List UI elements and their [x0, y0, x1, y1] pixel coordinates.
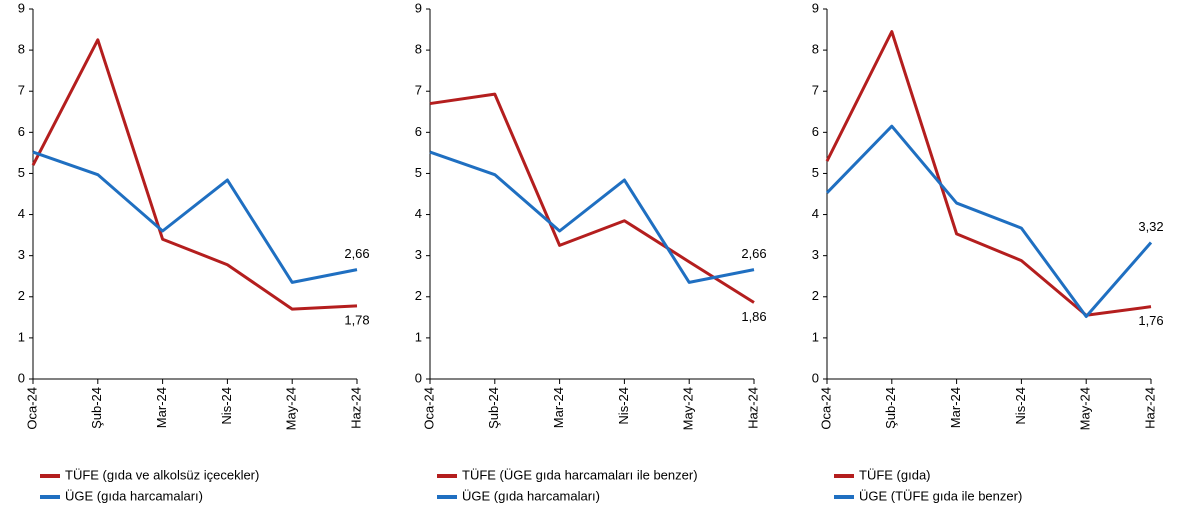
x-tick-label: Mar-24 — [551, 387, 566, 428]
y-tick-label: 5 — [415, 165, 422, 180]
series-line — [825, 30, 1152, 317]
y-tick-label: 2 — [812, 288, 819, 303]
series-line — [429, 92, 755, 304]
y-tick-label: 1 — [415, 329, 422, 344]
x-tick-label: Nis-24 — [1013, 387, 1028, 425]
y-tick-label: 4 — [18, 206, 25, 221]
y-tick-label: 0 — [812, 370, 819, 385]
series-line — [825, 124, 1153, 319]
x-tick-label: Şub-24 — [89, 387, 104, 429]
y-tick-label: 3 — [18, 247, 25, 262]
legend-label: ÜGE (gıda harcamaları) — [462, 488, 600, 503]
x-tick-label: May-24 — [1078, 387, 1093, 430]
x-tick-label: Oca-24 — [818, 387, 833, 430]
y-tick-label: 8 — [415, 42, 422, 57]
x-tick-label: Şub-24 — [486, 387, 501, 429]
series-line — [429, 150, 755, 284]
x-tick-label: Oca-24 — [421, 387, 436, 430]
y-tick-label: 7 — [812, 83, 819, 98]
y-tick-label: 1 — [18, 329, 25, 344]
data-label: 1,86 — [741, 309, 766, 324]
legend-label: TÜFE (gıda) — [859, 467, 931, 482]
x-tick-label: Haz-24 — [1142, 387, 1157, 429]
data-label: 3,32 — [1138, 219, 1163, 234]
legend-label: TÜFE (ÜGE gıda harcamaları ile benzer) — [462, 467, 698, 482]
y-tick-label: 9 — [812, 0, 819, 15]
y-tick-label: 9 — [18, 0, 25, 15]
y-tick-label: 8 — [18, 42, 25, 57]
data-label: 1,78 — [344, 312, 369, 327]
y-tick-label: 0 — [18, 370, 25, 385]
y-tick-label: 6 — [415, 124, 422, 139]
legend-label: ÜGE (TÜFE gıda ile benzer) — [859, 488, 1022, 503]
y-tick-label: 6 — [18, 124, 25, 139]
y-tick-label: 5 — [812, 165, 819, 180]
legend-label: TÜFE (gıda ve alkolsüz içecekler) — [65, 467, 259, 482]
y-tick-label: 7 — [18, 83, 25, 98]
y-tick-label: 7 — [415, 83, 422, 98]
y-tick-label: 8 — [812, 42, 819, 57]
x-tick-label: Oca-24 — [24, 387, 39, 430]
x-tick-label: Mar-24 — [154, 387, 169, 428]
y-tick-label: 3 — [415, 247, 422, 262]
y-tick-label: 4 — [812, 206, 819, 221]
series-line — [32, 150, 358, 284]
y-tick-label: 5 — [18, 165, 25, 180]
legend-label: ÜGE (gıda harcamaları) — [65, 488, 203, 503]
data-label: 1,76 — [1138, 313, 1163, 328]
x-tick-label: Şub-24 — [883, 387, 898, 429]
y-tick-label: 2 — [415, 288, 422, 303]
x-tick-label: Haz-24 — [348, 387, 363, 429]
x-tick-label: Haz-24 — [745, 387, 760, 429]
data-label: 2,66 — [344, 246, 369, 261]
y-tick-label: 1 — [812, 329, 819, 344]
y-tick-label: 6 — [812, 124, 819, 139]
series-line — [31, 38, 358, 311]
y-tick-label: 2 — [18, 288, 25, 303]
x-tick-label: Nis-24 — [219, 387, 234, 425]
x-tick-label: Nis-24 — [616, 387, 631, 425]
y-tick-label: 4 — [415, 206, 422, 221]
data-label: 2,66 — [741, 246, 766, 261]
y-tick-label: 9 — [415, 0, 422, 15]
x-tick-label: May-24 — [284, 387, 299, 430]
x-tick-label: May-24 — [681, 387, 696, 430]
x-tick-label: Mar-24 — [948, 387, 963, 428]
y-tick-label: 3 — [812, 247, 819, 262]
y-tick-label: 0 — [415, 370, 422, 385]
